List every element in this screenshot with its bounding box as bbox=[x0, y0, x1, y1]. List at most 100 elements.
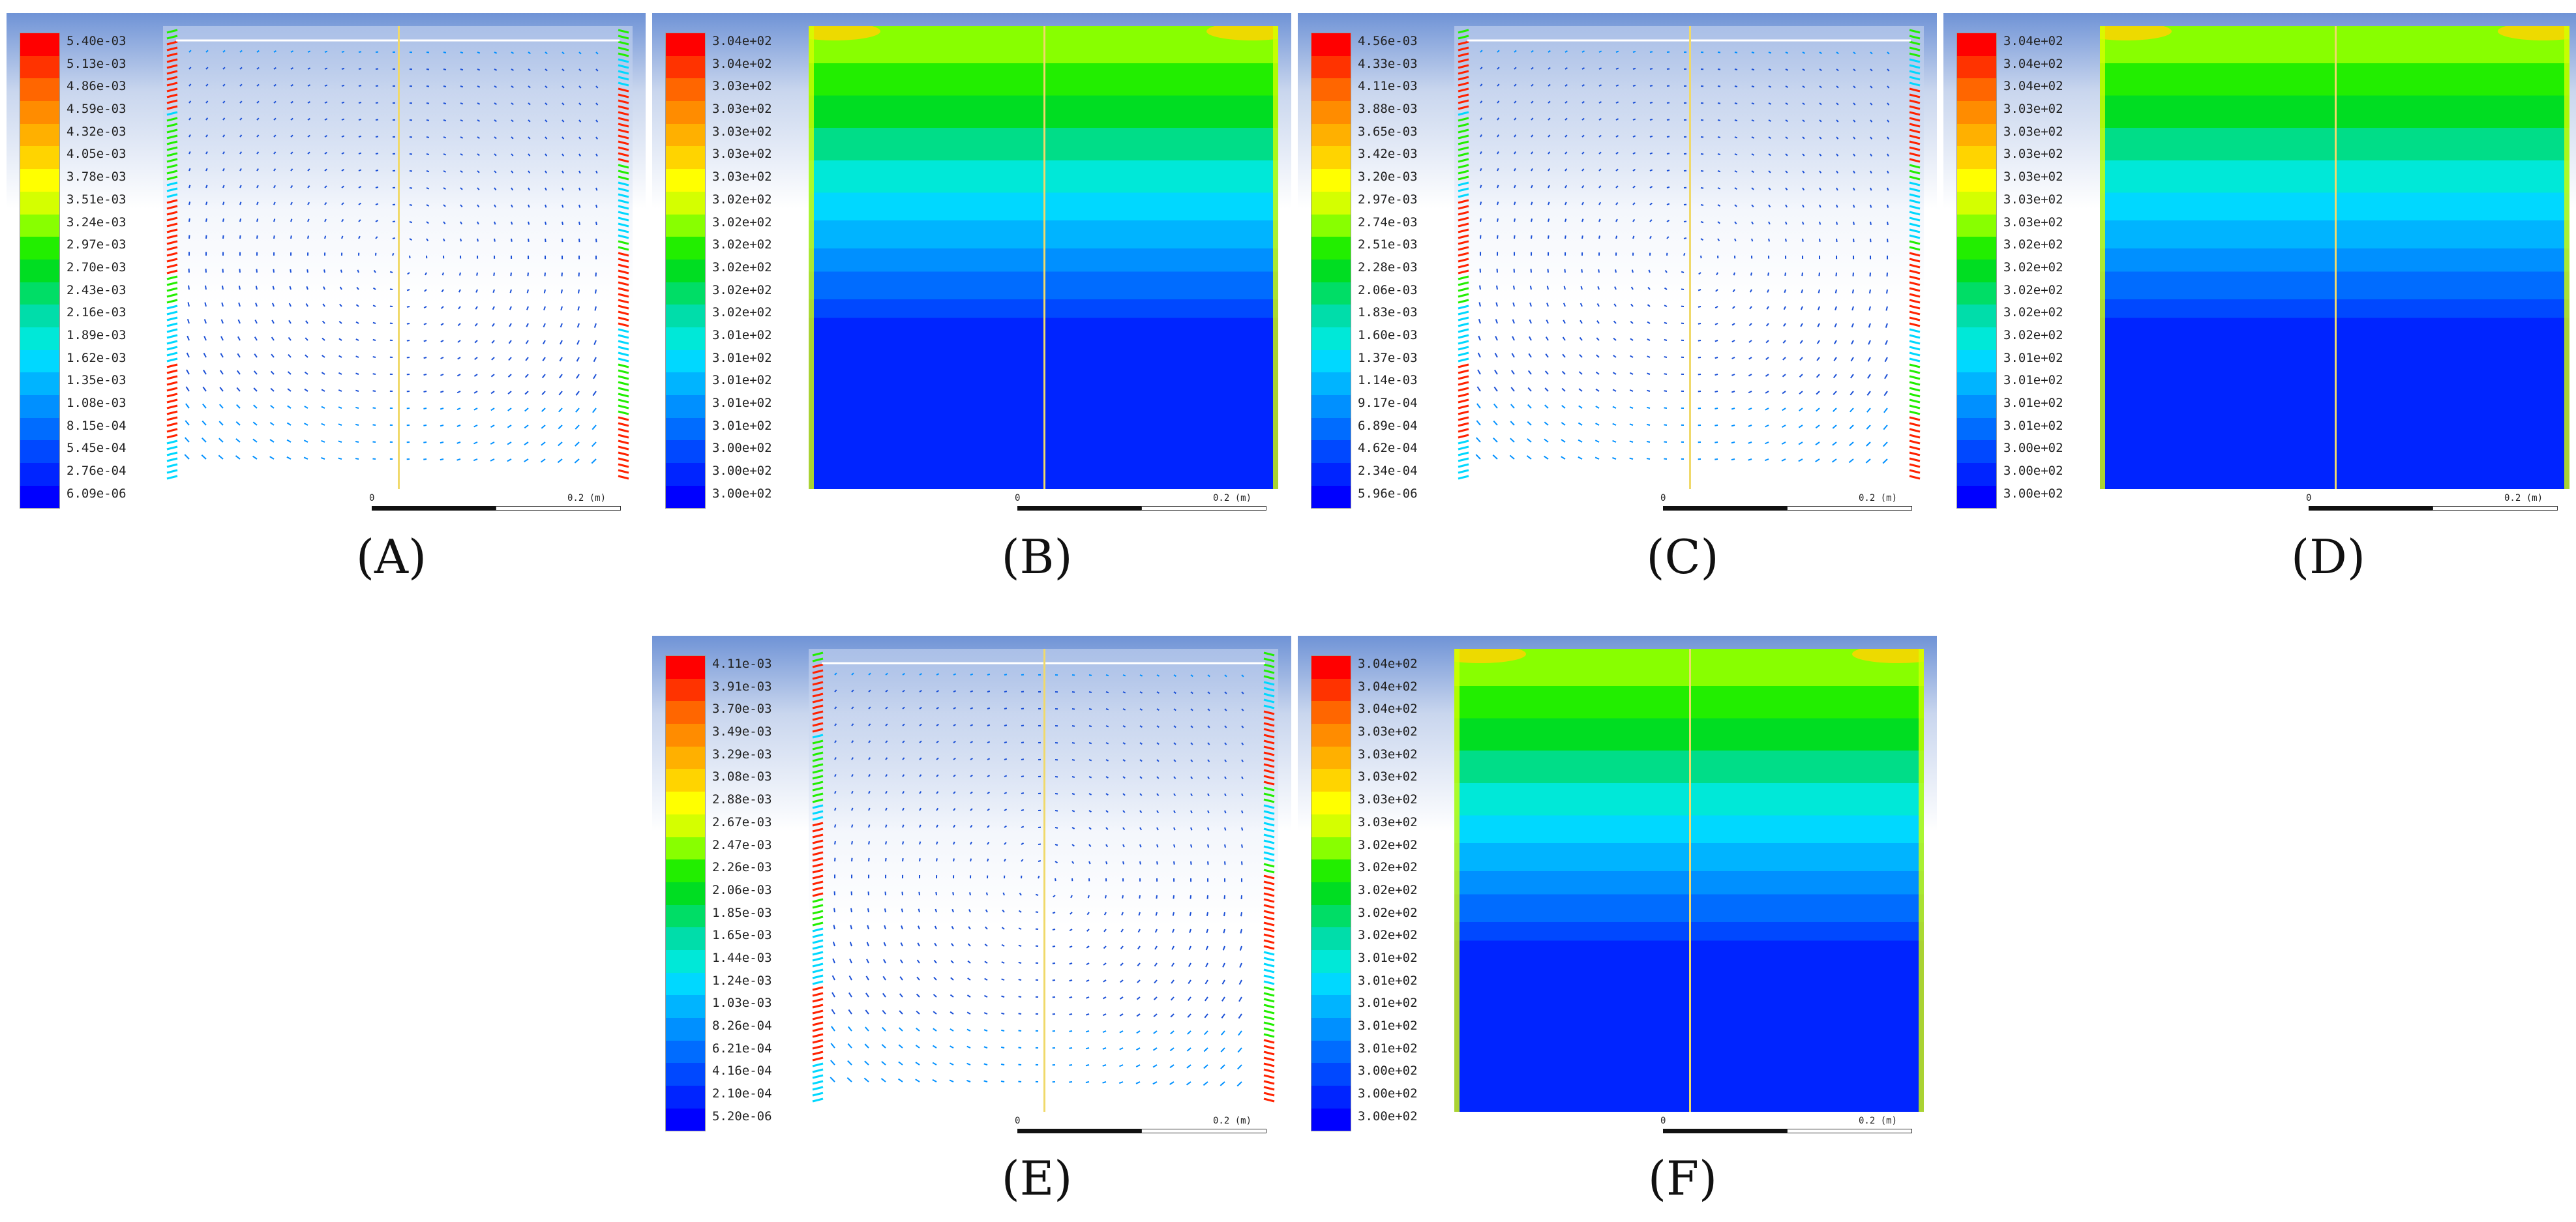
interior-velocity-vector bbox=[1866, 441, 1871, 447]
wall-velocity-vector bbox=[1909, 146, 1921, 151]
interior-velocity-vector bbox=[473, 441, 478, 445]
interior-velocity-vector bbox=[1071, 827, 1075, 829]
interior-velocity-vector bbox=[1004, 792, 1008, 794]
legend-swatch bbox=[1311, 417, 1351, 441]
legend-swatch bbox=[666, 350, 705, 373]
wall-velocity-vector bbox=[166, 52, 178, 57]
interior-velocity-vector bbox=[1785, 187, 1788, 190]
interior-velocity-vector bbox=[1630, 338, 1634, 341]
interior-velocity-vector bbox=[901, 891, 903, 896]
interior-velocity-vector bbox=[303, 440, 308, 443]
interior-velocity-vector bbox=[1173, 725, 1176, 728]
interior-velocity-vector bbox=[1119, 1013, 1124, 1017]
wall-velocity-vector bbox=[812, 992, 824, 997]
interior-velocity-vector bbox=[1666, 136, 1670, 138]
wall-velocity-vector bbox=[1458, 164, 1469, 169]
wall-velocity-vector bbox=[166, 375, 178, 380]
legend-swatch bbox=[666, 101, 705, 124]
interior-velocity-vector bbox=[902, 723, 905, 726]
interior-velocity-vector bbox=[1666, 102, 1670, 104]
interior-velocity-vector bbox=[902, 807, 905, 811]
interior-velocity-vector bbox=[866, 959, 869, 964]
interior-velocity-vector bbox=[1221, 1030, 1225, 1036]
wall-velocity-vector bbox=[1263, 769, 1275, 774]
interior-velocity-vector bbox=[1156, 674, 1160, 677]
interior-velocity-vector bbox=[1173, 861, 1175, 865]
interior-velocity-vector bbox=[562, 221, 564, 225]
interior-velocity-vector bbox=[932, 1045, 937, 1049]
interior-velocity-vector bbox=[1649, 102, 1653, 104]
legend-swatch bbox=[1311, 949, 1351, 973]
legend-label: 3.01e+02 bbox=[712, 350, 772, 365]
wall-velocity-vector bbox=[1909, 440, 1921, 445]
interior-velocity-vector bbox=[1190, 674, 1193, 678]
wall-velocity-vector bbox=[1263, 716, 1275, 721]
interior-velocity-vector bbox=[528, 136, 531, 140]
interior-velocity-vector bbox=[916, 959, 920, 964]
interior-velocity-vector bbox=[578, 221, 580, 226]
wall-velocity-vector bbox=[1263, 951, 1275, 956]
interior-velocity-vector bbox=[1021, 741, 1025, 743]
interior-velocity-vector bbox=[1836, 153, 1839, 156]
wall-velocity-vector bbox=[812, 874, 824, 880]
wall-velocity-vector bbox=[1909, 416, 1921, 421]
interior-velocity-vector bbox=[1565, 100, 1568, 104]
wall-velocity-vector bbox=[1458, 205, 1469, 210]
interior-velocity-vector bbox=[847, 1043, 852, 1049]
interior-velocity-vector bbox=[524, 391, 529, 395]
legend-label: 3.03e+02 bbox=[712, 124, 772, 139]
interior-velocity-vector bbox=[338, 321, 342, 324]
right-wall bbox=[1919, 649, 1924, 1112]
wall-velocity-vector bbox=[1909, 52, 1921, 57]
wall-velocity-vector bbox=[1909, 87, 1921, 93]
wall-velocity-vector bbox=[812, 651, 824, 657]
interior-velocity-vector bbox=[1055, 827, 1058, 829]
interior-velocity-vector bbox=[222, 151, 225, 155]
interior-velocity-vector bbox=[834, 706, 837, 709]
interior-velocity-vector bbox=[1207, 776, 1210, 779]
interior-velocity-vector bbox=[1731, 323, 1735, 326]
interior-velocity-vector bbox=[1514, 67, 1517, 70]
interior-velocity-vector bbox=[1207, 793, 1210, 797]
legend-swatch bbox=[1311, 169, 1351, 192]
interior-velocity-vector bbox=[1224, 742, 1227, 745]
wall-velocity-vector bbox=[812, 1080, 824, 1085]
interior-velocity-vector bbox=[562, 153, 564, 156]
interior-velocity-vector bbox=[846, 1077, 852, 1082]
interior-velocity-vector bbox=[477, 187, 480, 190]
wall-velocity-vector bbox=[1263, 722, 1275, 727]
interior-velocity-vector bbox=[271, 353, 275, 358]
interior-velocity-vector bbox=[321, 406, 325, 409]
interior-velocity-vector bbox=[1122, 861, 1125, 865]
interior-velocity-vector bbox=[1768, 85, 1772, 88]
right-wall bbox=[2564, 26, 2569, 489]
wall-velocity-vector bbox=[618, 158, 629, 163]
interior-velocity-vector bbox=[1156, 810, 1160, 814]
interior-velocity-vector bbox=[443, 170, 447, 173]
wall-velocity-vector bbox=[812, 722, 824, 727]
interior-velocity-vector bbox=[220, 370, 224, 375]
interior-velocity-vector bbox=[1715, 391, 1718, 393]
interior-velocity-vector bbox=[1819, 52, 1822, 54]
interior-velocity-vector bbox=[237, 319, 241, 324]
interior-velocity-vector bbox=[950, 994, 954, 998]
interior-velocity-vector bbox=[1105, 691, 1109, 694]
interior-velocity-vector bbox=[375, 220, 379, 222]
wall-velocity-vector bbox=[1263, 1009, 1275, 1015]
interior-velocity-vector bbox=[1717, 102, 1721, 104]
wall-velocity-vector bbox=[166, 357, 178, 363]
wall-velocity-vector bbox=[618, 463, 629, 468]
interior-velocity-vector bbox=[577, 340, 580, 345]
interior-velocity-vector bbox=[321, 372, 325, 375]
interior-velocity-vector bbox=[324, 168, 327, 171]
interior-velocity-vector bbox=[983, 1080, 988, 1082]
wall-velocity-vector bbox=[618, 228, 629, 233]
interior-velocity-vector bbox=[406, 323, 410, 325]
interior-velocity-vector bbox=[575, 408, 580, 413]
interior-velocity-vector bbox=[1578, 456, 1583, 460]
interior-velocity-vector bbox=[1596, 320, 1600, 324]
legend-label: 2.97e-03 bbox=[67, 237, 127, 252]
interior-velocity-vector bbox=[850, 908, 852, 913]
interior-velocity-vector bbox=[1069, 1030, 1073, 1032]
interior-velocity-vector bbox=[1122, 844, 1125, 848]
